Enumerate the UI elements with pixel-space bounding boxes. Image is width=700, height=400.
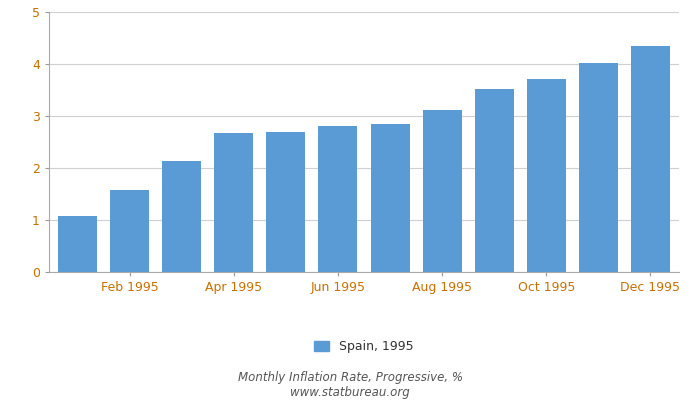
Bar [267,132,305,272]
Bar [318,126,358,272]
Bar [475,89,514,272]
Bar [214,133,253,272]
Bar [370,124,410,272]
Bar [423,110,461,272]
Bar [162,161,202,272]
Bar [579,64,618,272]
Text: www.statbureau.org: www.statbureau.org [290,386,410,399]
Legend: Spain, 1995: Spain, 1995 [309,336,419,358]
Bar [58,216,97,272]
Bar [526,78,566,272]
Bar [110,190,149,272]
Bar [631,46,670,272]
Text: Monthly Inflation Rate, Progressive, %: Monthly Inflation Rate, Progressive, % [237,372,463,384]
